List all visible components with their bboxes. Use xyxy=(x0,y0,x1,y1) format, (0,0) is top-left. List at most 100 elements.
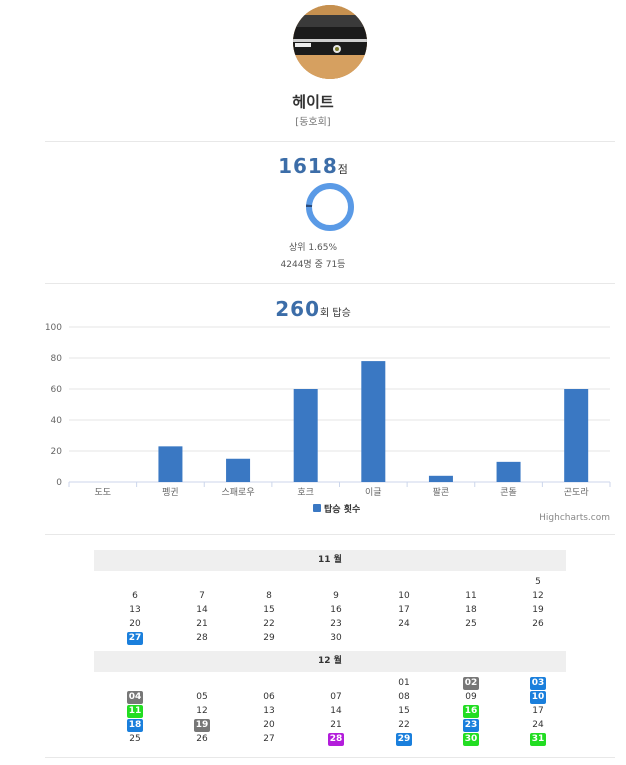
calendar-day: 09 xyxy=(465,692,477,702)
calendar-day: 27 xyxy=(263,734,275,744)
calendar-day: 14 xyxy=(196,605,208,615)
calendar-day: 15 xyxy=(398,706,410,716)
y-tick-label: 100 xyxy=(45,323,62,333)
x-tick-label: 스패로우 xyxy=(222,487,255,498)
calendar-day: 01 xyxy=(398,678,410,688)
calendar-day: 06 xyxy=(263,692,275,702)
calendar-day-blue[interactable]: 27 xyxy=(127,632,143,645)
x-tick-label: 팔콘 xyxy=(433,486,450,498)
bar xyxy=(226,458,251,482)
avatar[interactable] xyxy=(293,5,367,79)
user-name: 헤이트 xyxy=(292,93,334,111)
divider xyxy=(45,757,615,758)
calendar-day-blue[interactable]: 29 xyxy=(396,733,412,746)
calendar-day: 12 xyxy=(196,706,208,716)
y-tick-label: 20 xyxy=(51,447,63,457)
calendar-day-green[interactable]: 31 xyxy=(530,733,546,746)
calendar-day-green[interactable]: 16 xyxy=(463,705,479,718)
calendar-day: 22 xyxy=(398,720,410,730)
calendar-day: 5 xyxy=(535,577,541,587)
divider xyxy=(45,283,615,284)
month-header: 11 월 xyxy=(94,550,566,571)
calendar-day: 18 xyxy=(465,605,477,615)
calendar-day: 28 xyxy=(196,633,208,643)
divider xyxy=(45,534,615,535)
calendar-day-blue[interactable]: 10 xyxy=(530,691,546,704)
x-tick-label: 펭귄 xyxy=(162,486,179,498)
calendar-day-purple[interactable]: 28 xyxy=(328,733,344,746)
calendar-december: 12 월 01 02 03 04 05 06 07 08 09 10 11 12 13 14 15 16 17 1… xyxy=(94,651,566,746)
y-tick-label: 0 xyxy=(56,478,62,488)
rank-donut-track xyxy=(306,183,354,231)
calendar-day: 13 xyxy=(263,706,275,716)
rank-count: 4244명 중 71등 xyxy=(280,260,346,270)
x-tick-label: 호크 xyxy=(297,487,314,498)
calendar-day: 21 xyxy=(330,720,342,730)
calendar-day: 20 xyxy=(263,720,275,730)
calendar-day: 17 xyxy=(398,605,410,615)
calendar-day: 26 xyxy=(196,734,208,744)
calendar-day: 8 xyxy=(266,591,272,601)
bar xyxy=(158,446,183,482)
calendar-day: 15 xyxy=(263,605,275,615)
calendar-day: 6 xyxy=(132,591,138,601)
calendar-day-gray[interactable]: 19 xyxy=(194,719,210,732)
calendar-day: 30 xyxy=(330,633,342,643)
highcharts-credits[interactable]: Highcharts.com xyxy=(539,513,610,523)
calendar-day: 24 xyxy=(532,720,544,730)
calendar-day: 05 xyxy=(196,692,208,702)
x-tick-label: 곤도라 xyxy=(564,487,590,498)
calendar-day-gray[interactable]: 02 xyxy=(463,677,479,690)
calendar-day: 25 xyxy=(465,619,477,629)
legend-item-label[interactable]: 탑승 횟수 xyxy=(324,503,360,515)
bar xyxy=(496,461,521,482)
calendar-day: 10 xyxy=(398,591,410,601)
calendar-day: 29 xyxy=(263,633,275,643)
month-header: 12 월 xyxy=(94,651,566,672)
y-tick-label: 80 xyxy=(51,354,63,364)
bar xyxy=(564,389,589,482)
calendar-day: 26 xyxy=(532,619,544,629)
calendar-day: 19 xyxy=(532,605,544,615)
calendar-day: 25 xyxy=(129,734,141,744)
legend-swatch[interactable] xyxy=(313,504,321,512)
divider xyxy=(45,141,615,142)
calendar-day: 12 xyxy=(532,591,544,601)
calendar-day: 24 xyxy=(398,619,410,629)
calendar-day-green[interactable]: 30 xyxy=(463,733,479,746)
calendar-day-blue[interactable]: 18 xyxy=(127,719,143,732)
calendar-day: 22 xyxy=(263,619,275,629)
score-value: 1618 xyxy=(278,154,338,178)
y-tick-label: 40 xyxy=(51,416,63,426)
calendar-day: 20 xyxy=(129,619,141,629)
calendar-november: 11 월 5 6 7 8 9 10 11 12 13 14 15 16 17 18 19 20 21 22 23 24… xyxy=(94,550,566,645)
bar xyxy=(361,361,386,482)
bar xyxy=(428,475,453,482)
score-display: 1618점 xyxy=(0,154,626,178)
calendar-day: 13 xyxy=(129,605,141,615)
calendar-day: 23 xyxy=(330,619,342,629)
user-club[interactable]: [동호회] xyxy=(295,117,331,128)
calendar-day: 08 xyxy=(398,692,410,702)
calendar-day: 7 xyxy=(199,591,205,601)
calendar-day-blue[interactable]: 23 xyxy=(463,719,479,732)
avatar-image xyxy=(293,5,367,79)
bar xyxy=(293,389,318,482)
calendar-day-blue[interactable]: 03 xyxy=(530,677,546,690)
calendar-day: 21 xyxy=(196,619,208,629)
calendar-day: 14 xyxy=(330,706,342,716)
rank-percent: 상위 1.65% xyxy=(288,243,337,253)
wins-title: 260회 탑승 xyxy=(0,297,626,321)
calendar-day: 16 xyxy=(330,605,342,615)
calendar-day: 17 xyxy=(532,706,544,716)
wins-value: 260 xyxy=(275,297,320,321)
x-tick-label: 도도 xyxy=(95,488,112,498)
y-tick-label: 60 xyxy=(51,385,63,395)
calendar-day: 9 xyxy=(333,591,339,601)
x-tick-label: 콘돌 xyxy=(500,487,517,498)
calendar-day-green[interactable]: 11 xyxy=(127,705,143,718)
calendar-day-gray[interactable]: 04 xyxy=(127,691,143,704)
wins-unit: 회 탑승 xyxy=(319,308,351,319)
score-unit: 점 xyxy=(337,163,348,176)
